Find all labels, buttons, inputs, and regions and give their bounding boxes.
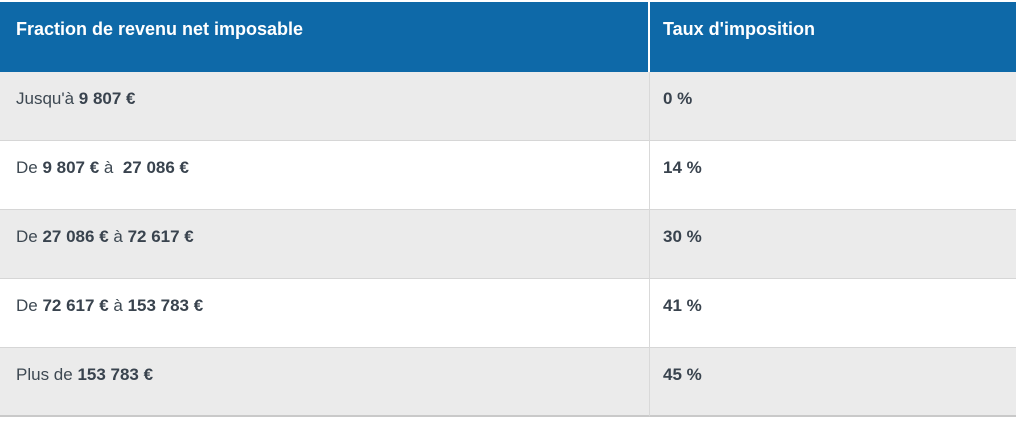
rate-cell: 30 % (650, 210, 1016, 279)
table-header: Fraction de revenu net imposable Taux d'… (0, 2, 1016, 72)
rate-cell: 14 % (650, 141, 1016, 210)
table-body: Jusqu'à 9 807 € 0 % De 9 807 € à 27 086 € 1… (0, 72, 1016, 417)
column-header-bracket: Fraction de revenu net imposable (0, 2, 650, 72)
rate-value: 14 % (663, 158, 702, 177)
bracket-text: De (16, 227, 43, 246)
bracket-text: à (108, 296, 128, 315)
bracket-amount: 9 807 € (42, 158, 100, 177)
rate-cell: 45 % (650, 348, 1016, 417)
table-row: De 27 086 € à 72 617 € 30 % (0, 210, 1016, 279)
bracket-amount: 27 086 € (42, 227, 109, 246)
bracket-amount: 153 783 € (127, 296, 204, 315)
bracket-amount: 153 783 € (77, 365, 154, 384)
bracket-text: De (16, 296, 43, 315)
bracket-cell: Jusqu'à 9 807 € (0, 72, 650, 141)
bracket-cell: De 27 086 € à 72 617 € (0, 210, 650, 279)
bracket-text: De (16, 158, 43, 177)
rate-value: 30 % (663, 227, 702, 246)
bracket-amount: 27 086 € (122, 158, 190, 177)
rate-cell: 41 % (650, 279, 1016, 348)
bracket-cell: Plus de 153 783 € (0, 348, 650, 417)
table-row: Plus de 153 783 € 45 % (0, 348, 1016, 417)
bracket-text: Jusqu'à (16, 89, 79, 108)
rate-value: 41 % (663, 296, 702, 315)
header-row: Fraction de revenu net imposable Taux d'… (0, 2, 1016, 72)
bracket-text: Plus de (16, 365, 78, 384)
tax-brackets-table: Fraction de revenu net imposable Taux d'… (0, 2, 1016, 417)
rate-cell: 0 % (650, 72, 1016, 141)
table-row: Jusqu'à 9 807 € 0 % (0, 72, 1016, 141)
column-header-rate: Taux d'imposition (650, 2, 1016, 72)
table-row: De 72 617 € à 153 783 € 41 % (0, 279, 1016, 348)
bracket-text: à (108, 227, 128, 246)
rate-value: 0 % (663, 89, 693, 108)
bracket-text: à (99, 158, 123, 177)
bracket-cell: De 9 807 € à 27 086 € (0, 141, 650, 210)
bracket-cell: De 72 617 € à 153 783 € (0, 279, 650, 348)
rate-value: 45 % (663, 365, 702, 384)
bracket-amount: 9 807 € (78, 89, 136, 108)
bracket-amount: 72 617 € (127, 227, 194, 246)
bracket-amount: 72 617 € (42, 296, 109, 315)
table-row: De 9 807 € à 27 086 € 14 % (0, 141, 1016, 210)
